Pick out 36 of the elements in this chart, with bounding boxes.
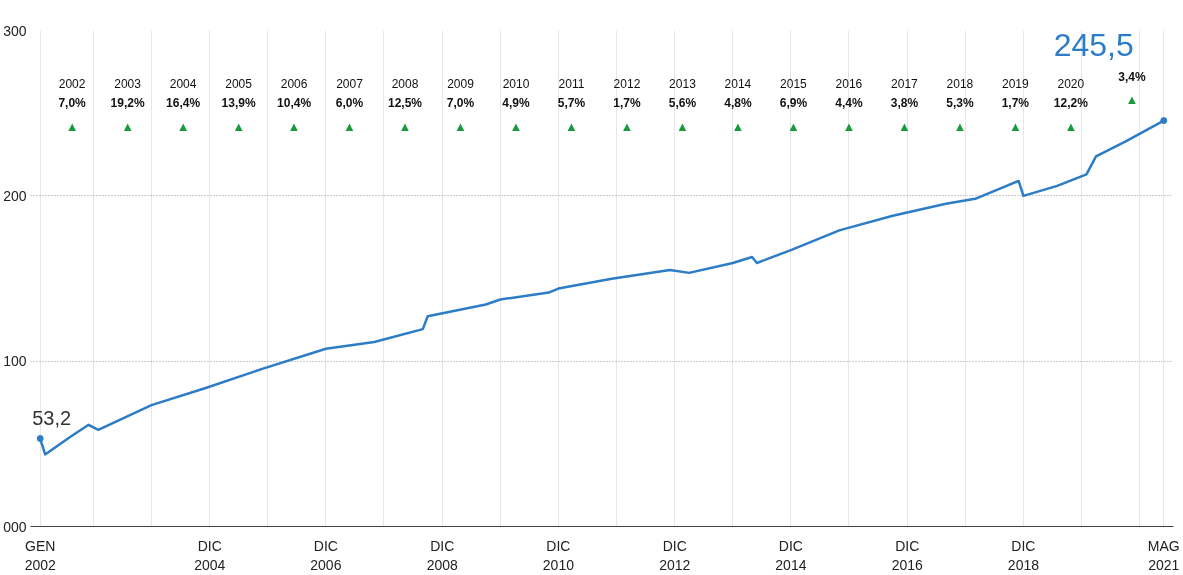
x-tick-label: DIC 2014 bbox=[775, 537, 807, 573]
annotation: 2013 5,6% ▲ bbox=[668, 76, 697, 134]
annotation: 3,4% ▲ bbox=[1118, 69, 1146, 108]
annotation: 2008 12,5% ▲ bbox=[388, 76, 423, 134]
annotation: 2006 10,4% ▲ bbox=[277, 76, 312, 134]
annotation: 2007 6,0% ▲ bbox=[335, 76, 364, 134]
y-tick-label: 200 bbox=[3, 187, 27, 204]
annotation: 2019 1,7% ▲ bbox=[1001, 76, 1030, 134]
annotation: 2004 16,4% ▲ bbox=[166, 76, 201, 134]
x-tick-label: MAG 2021 bbox=[1147, 537, 1180, 573]
x-tick-label: DIC 2018 bbox=[1007, 537, 1040, 573]
y-tick-label: 000 bbox=[3, 518, 27, 535]
x-tick-label: DIC 2008 bbox=[426, 537, 458, 573]
annotation: 2003 19,2% ▲ bbox=[110, 76, 145, 134]
annotation: 2014 4,8% ▲ bbox=[724, 76, 752, 134]
annotation: 2017 3,8% ▲ bbox=[890, 76, 919, 134]
annotation: 53,2 bbox=[32, 406, 72, 429]
x-tick-label: DIC 2012 bbox=[659, 537, 691, 573]
annotation: 245,5 bbox=[1053, 26, 1134, 63]
annotation: 2002 7,0% ▲ bbox=[58, 76, 87, 134]
annotation: 2009 7,0% ▲ bbox=[446, 76, 475, 134]
annotation: 2011 5,7% ▲ bbox=[557, 76, 586, 134]
annotation: 2016 4,4% ▲ bbox=[835, 76, 863, 134]
annotation: 2005 13,9% ▲ bbox=[221, 76, 256, 134]
annotation: 2010 4,9% ▲ bbox=[502, 76, 530, 134]
annotation: 2018 5,3% ▲ bbox=[946, 76, 974, 134]
y-tick-label: 100 bbox=[3, 353, 27, 370]
x-tick-label: DIC 2010 bbox=[542, 537, 575, 573]
x-tick-label: DIC 2016 bbox=[891, 537, 924, 573]
y-tick-label: 300 bbox=[3, 22, 27, 39]
x-tick-label: DIC 2006 bbox=[310, 537, 342, 573]
x-tick-label: GEN 2002 bbox=[24, 537, 56, 573]
annotation: 2015 6,9% ▲ bbox=[779, 76, 808, 134]
annotation: 2020 12,2% ▲ bbox=[1053, 76, 1089, 134]
x-tick-label: DIC 2004 bbox=[194, 537, 226, 573]
annotation: 2012 1,7% ▲ bbox=[613, 76, 641, 134]
